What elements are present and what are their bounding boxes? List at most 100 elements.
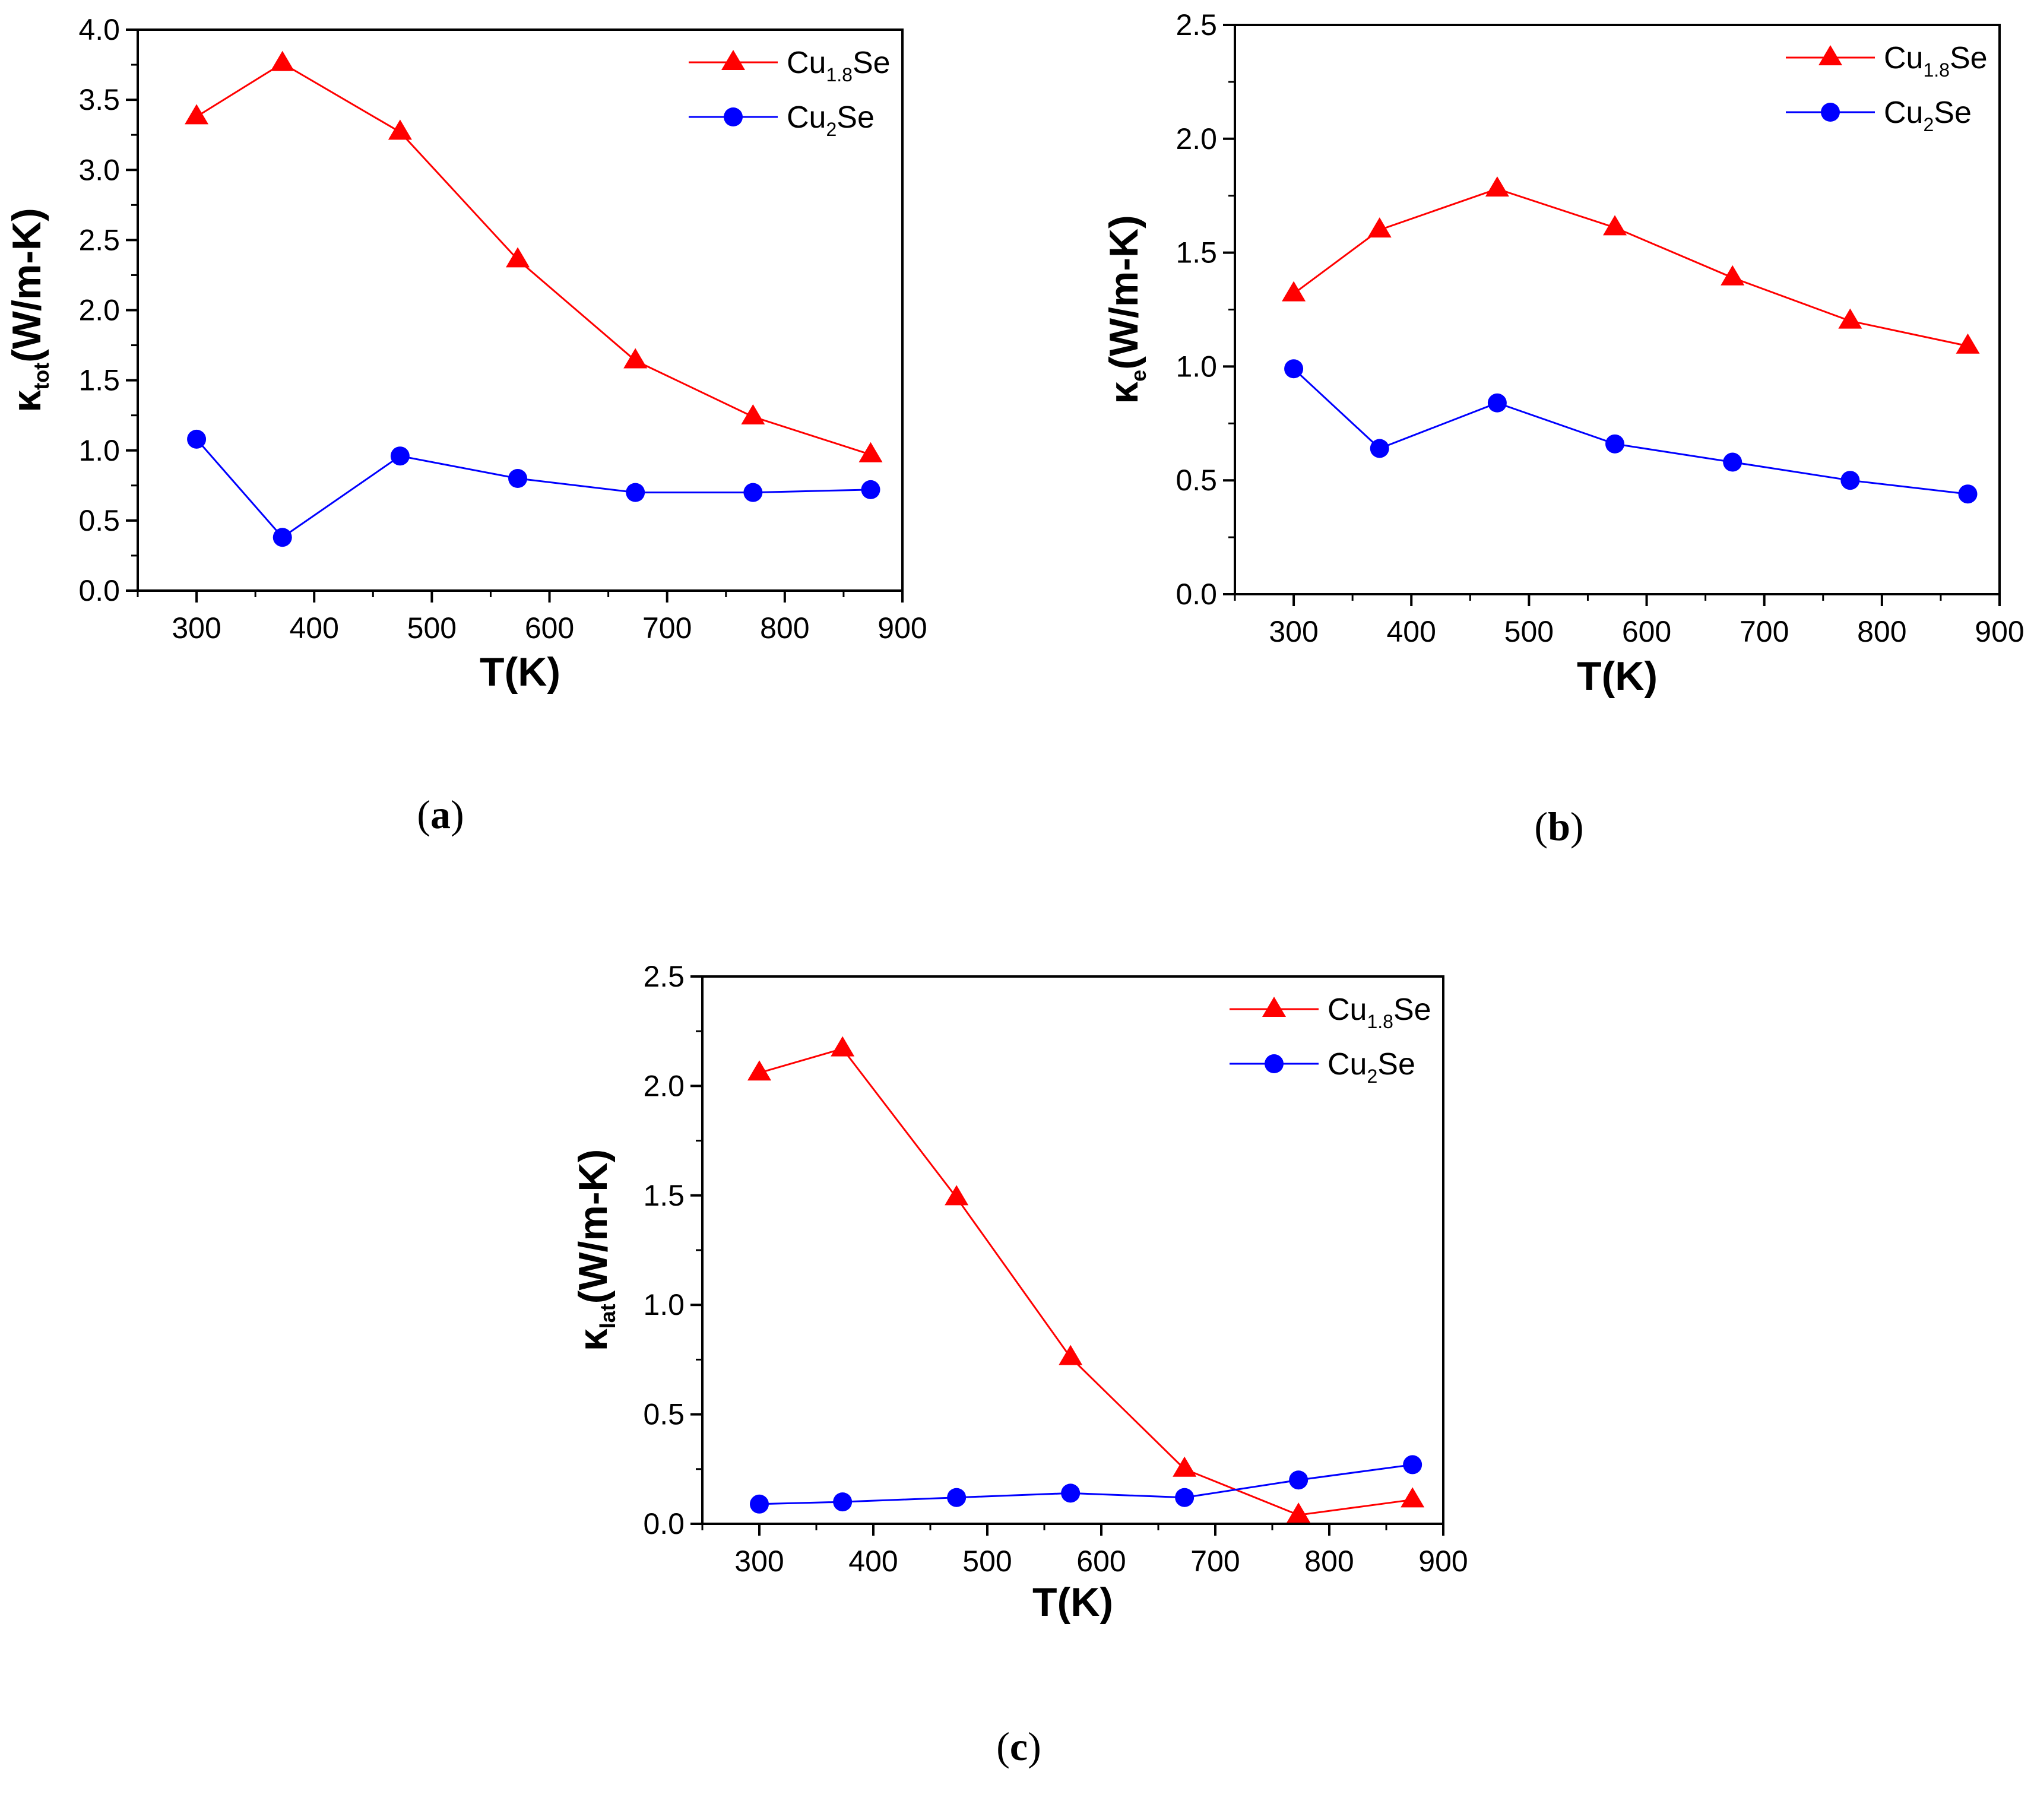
legend-entry: Cu1.8Se — [1230, 993, 1431, 1032]
y-axis-title: κe(W/m-K) — [1101, 215, 1151, 404]
legend-label-tail: Se — [1950, 41, 1988, 75]
data-point — [1282, 281, 1306, 302]
legend-label-base: Cu — [787, 46, 826, 80]
x-tick-label: 800 — [1857, 615, 1906, 648]
panel-label-open: ( — [417, 792, 430, 837]
data-point — [1603, 215, 1627, 236]
data-point — [506, 247, 530, 268]
x-tick-label: 500 — [962, 1545, 1012, 1578]
y-tick-label: 0.0 — [643, 1507, 685, 1540]
data-point — [508, 469, 528, 488]
x-tick-label: 700 — [642, 611, 692, 645]
series-Cu2Se — [187, 429, 880, 547]
chart-c: 300 400 500 600 700 800 900 0.0 0.5 1.0 1.5 2.0 2.5 T… — [571, 960, 1468, 1769]
legend-label-base: Cu — [1884, 41, 1923, 75]
data-point — [1956, 333, 1980, 354]
series-Cu1.8Se — [1282, 176, 1980, 354]
legend-label-tail: Se — [1393, 993, 1431, 1027]
data-point — [1605, 434, 1625, 454]
y-axis-symbol: κ — [1101, 382, 1146, 404]
data-point — [1059, 1345, 1083, 1365]
x-tick-label: 900 — [877, 611, 927, 645]
data-point — [185, 104, 209, 125]
data-point — [626, 483, 645, 502]
series-Cu1.8Se — [747, 1036, 1425, 1523]
panel-label-letter: b — [1548, 804, 1570, 849]
series-line — [1293, 188, 1968, 347]
y-tick-label: 1.0 — [78, 434, 120, 467]
legend-marker — [1818, 45, 1842, 65]
x-axis-title: T(K) — [1032, 1580, 1113, 1625]
series-Cu2Se — [1284, 359, 1978, 504]
y-tick-label: 2.5 — [1176, 8, 1217, 42]
y-axis-unit: (W/m-K) — [4, 208, 49, 363]
legend-label-sub: 1.8 — [826, 64, 852, 85]
data-point — [273, 528, 292, 547]
data-point — [741, 404, 765, 424]
legend-entry: Cu1.8Se — [689, 46, 891, 85]
legend-label-sub: 1.8 — [1367, 1011, 1393, 1032]
y-tick-label: 2.0 — [643, 1069, 685, 1102]
series-Cu1.8Se — [185, 50, 883, 462]
data-point — [1173, 1456, 1197, 1477]
panel-label: (b) — [1534, 804, 1583, 849]
x-tick-label: 600 — [1076, 1545, 1126, 1578]
x-tick-label: 500 — [407, 611, 457, 645]
legend-entry: Cu2Se — [1786, 96, 1972, 135]
y-tick-label: 1.5 — [1176, 236, 1217, 269]
y-axis-symbol: κ — [571, 1328, 616, 1351]
x-tick-label: 400 — [1387, 615, 1436, 648]
x-tick-label: 700 — [1190, 1545, 1240, 1578]
panel-label-close: ) — [451, 792, 464, 837]
legend-label: Cu2Se — [787, 100, 875, 140]
legend-label: Cu1.8Se — [1884, 41, 1988, 81]
data-point — [1721, 265, 1745, 286]
data-point — [1370, 439, 1389, 458]
chart-a: 300 400 500 600 700 800 900 0.0 0.5 1.0 1.5 2.0 2.5 3… — [4, 13, 927, 837]
x-tick-label: 500 — [1504, 615, 1554, 648]
legend-label: Cu2Se — [1884, 96, 1972, 135]
legend-label: Cu1.8Se — [787, 46, 891, 85]
y-tick-label: 4.0 — [78, 13, 120, 46]
legend-entry: Cu2Se — [1230, 1047, 1415, 1087]
data-point — [858, 442, 883, 462]
data-point — [743, 483, 763, 502]
panel-label-letter: c — [1010, 1724, 1028, 1769]
x-tick-label: 300 — [734, 1545, 784, 1578]
y-tick-label: 1.0 — [643, 1288, 685, 1321]
x-tick-label: 700 — [1740, 615, 1789, 648]
legend-marker — [724, 107, 743, 126]
panel-label-close: ) — [1028, 1724, 1041, 1769]
data-point — [1287, 1502, 1311, 1523]
legend-label-tail: Se — [837, 100, 875, 135]
y-axis-title: κlat(W/m-K) — [571, 1149, 620, 1352]
legend-marker — [1821, 103, 1840, 122]
panel-label: (a) — [417, 792, 464, 837]
data-point — [1401, 1487, 1425, 1508]
series-Cu2Se — [750, 1455, 1422, 1514]
legend-label-base: Cu — [787, 100, 826, 135]
y-tick-label: 1.0 — [1176, 350, 1217, 383]
series-line — [196, 62, 871, 456]
data-point — [1723, 452, 1742, 472]
y-tick-label: 1.5 — [78, 364, 120, 397]
y-tick-label: 0.5 — [643, 1398, 685, 1431]
legend-label-sub: 2 — [1923, 114, 1934, 135]
legend-entry: Cu1.8Se — [1786, 41, 1988, 81]
data-point — [1958, 484, 1978, 504]
legend-label-tail: Se — [853, 46, 891, 80]
legend-label: Cu1.8Se — [1328, 993, 1431, 1032]
series-line — [1293, 368, 1968, 495]
x-tick-label: 600 — [525, 611, 574, 645]
y-tick-label: 2.0 — [1176, 122, 1217, 156]
panel-label: (c) — [996, 1724, 1041, 1769]
y-tick-label: 3.5 — [78, 83, 120, 116]
y-tick-label: 0.5 — [1176, 464, 1217, 497]
data-point — [1485, 176, 1509, 197]
series-line — [195, 438, 871, 539]
legend-label-tail: Se — [1934, 96, 1972, 130]
x-tick-label: 600 — [1622, 615, 1671, 648]
data-point — [861, 480, 880, 499]
x-tick-label: 900 — [1418, 1545, 1468, 1578]
data-point — [1403, 1455, 1422, 1475]
